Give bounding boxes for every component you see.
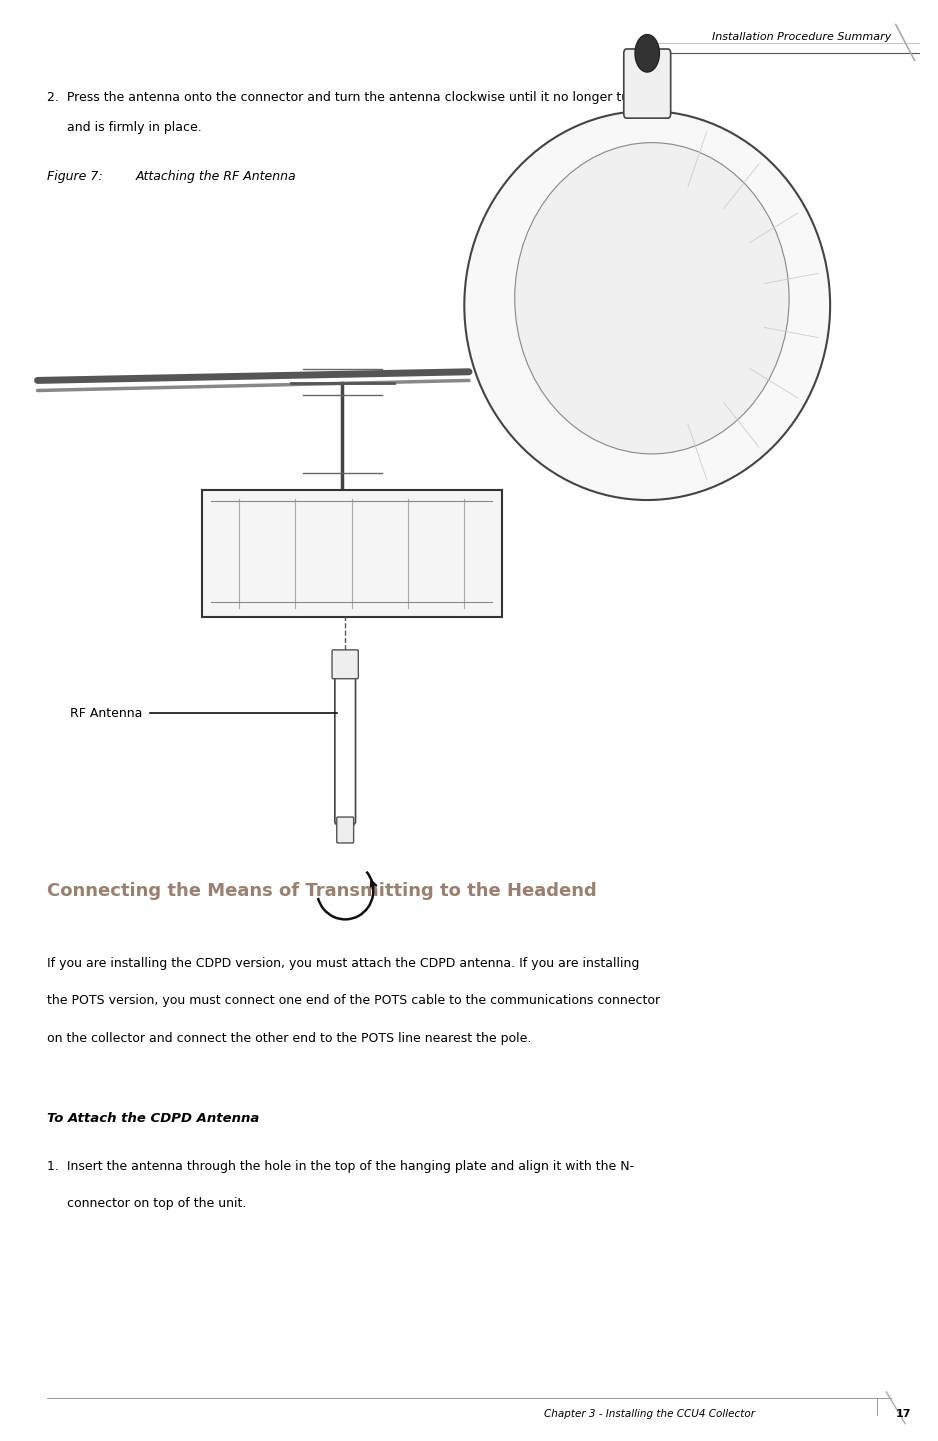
Text: Figure 7:: Figure 7: — [47, 170, 102, 183]
Text: 2.  Press the antenna onto the connector and turn the antenna clockwise until it: 2. Press the antenna onto the connector … — [47, 91, 648, 104]
Ellipse shape — [464, 111, 830, 500]
Text: connector on top of the unit.: connector on top of the unit. — [47, 1197, 247, 1210]
Text: on the collector and connect the other end to the POTS line nearest the pole.: on the collector and connect the other e… — [47, 1032, 531, 1045]
Text: Installation Procedure Summary: Installation Procedure Summary — [712, 32, 891, 42]
FancyBboxPatch shape — [332, 650, 358, 679]
Text: the POTS version, you must connect one end of the POTS cable to the communicatio: the POTS version, you must connect one e… — [47, 994, 660, 1007]
Text: Chapter 3 - Installing the CCU4 Collector: Chapter 3 - Installing the CCU4 Collecto… — [544, 1409, 755, 1419]
FancyBboxPatch shape — [624, 49, 671, 118]
Text: Attaching the RF Antenna: Attaching the RF Antenna — [136, 170, 296, 183]
Text: RF Antenna: RF Antenna — [70, 706, 143, 720]
Ellipse shape — [515, 143, 789, 454]
Circle shape — [635, 35, 659, 72]
FancyBboxPatch shape — [335, 669, 356, 824]
Bar — [202, 490, 502, 617]
FancyBboxPatch shape — [337, 817, 354, 843]
Text: 1.  Insert the antenna through the hole in the top of the hanging plate and alig: 1. Insert the antenna through the hole i… — [47, 1160, 634, 1173]
Text: and is firmly in place.: and is firmly in place. — [47, 121, 202, 134]
Text: 17: 17 — [896, 1409, 912, 1419]
Text: To Attach the CDPD Antenna: To Attach the CDPD Antenna — [47, 1112, 259, 1125]
Text: Connecting the Means of Transmitting to the Headend: Connecting the Means of Transmitting to … — [47, 882, 597, 899]
Text: If you are installing the CDPD version, you must attach the CDPD antenna. If you: If you are installing the CDPD version, … — [47, 957, 640, 970]
